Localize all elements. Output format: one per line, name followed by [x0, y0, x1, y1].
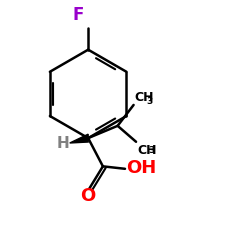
- Text: CH: CH: [137, 144, 157, 157]
- Text: 3: 3: [149, 146, 155, 155]
- Text: 3: 3: [146, 97, 152, 106]
- Text: OH: OH: [126, 159, 156, 177]
- Text: CH: CH: [135, 91, 154, 104]
- Text: H: H: [56, 136, 69, 150]
- Text: O: O: [80, 187, 96, 205]
- Text: F: F: [73, 6, 84, 24]
- Polygon shape: [70, 134, 88, 143]
